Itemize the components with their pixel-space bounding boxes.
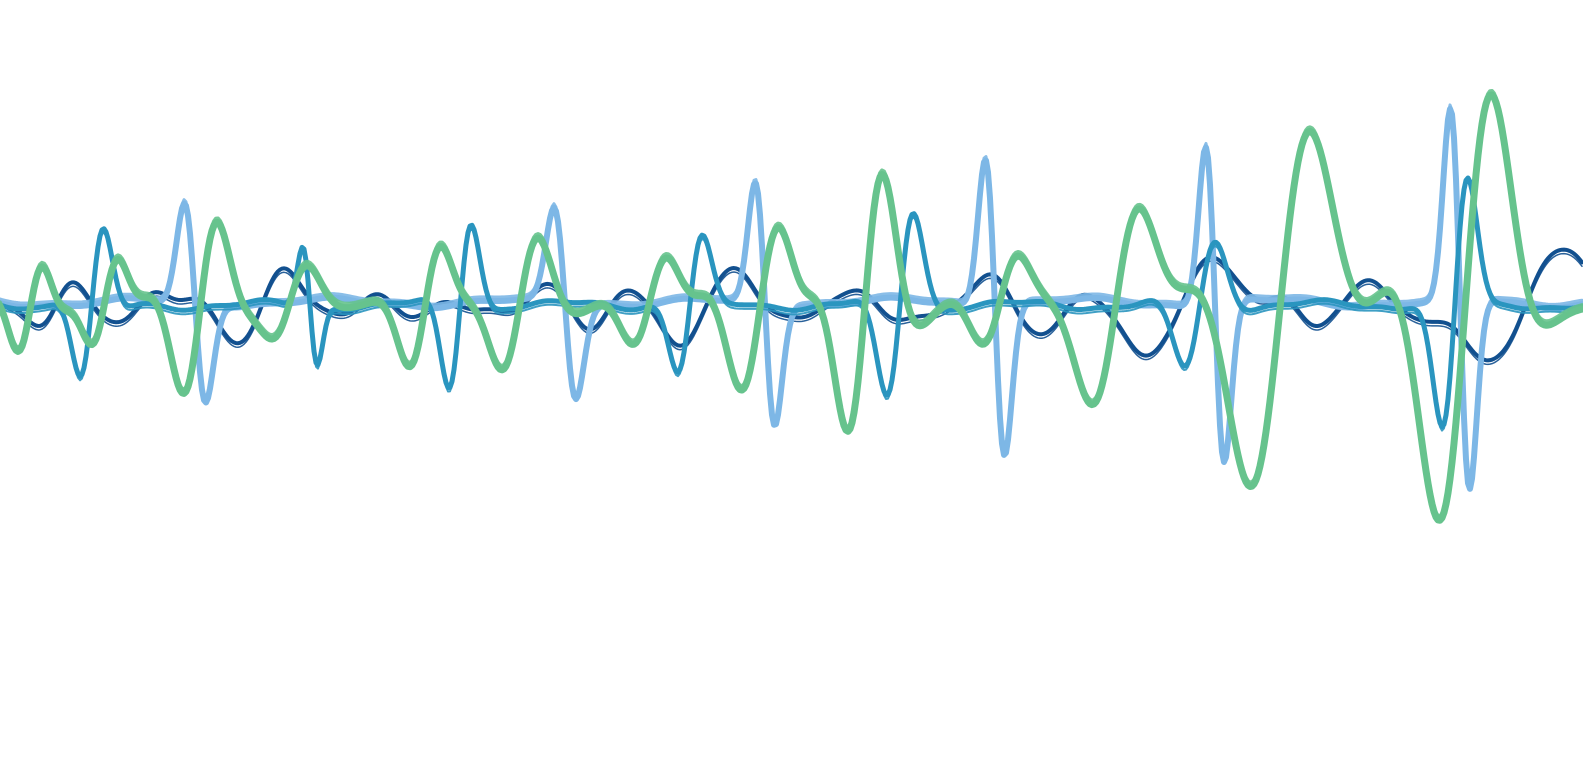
green-wave	[0, 89, 1583, 524]
green-wave-edge-path	[0, 89, 1583, 519]
teal-wave-path	[0, 175, 1583, 430]
teal-wave-edge-path	[0, 181, 1583, 432]
teal-wave	[0, 175, 1583, 432]
